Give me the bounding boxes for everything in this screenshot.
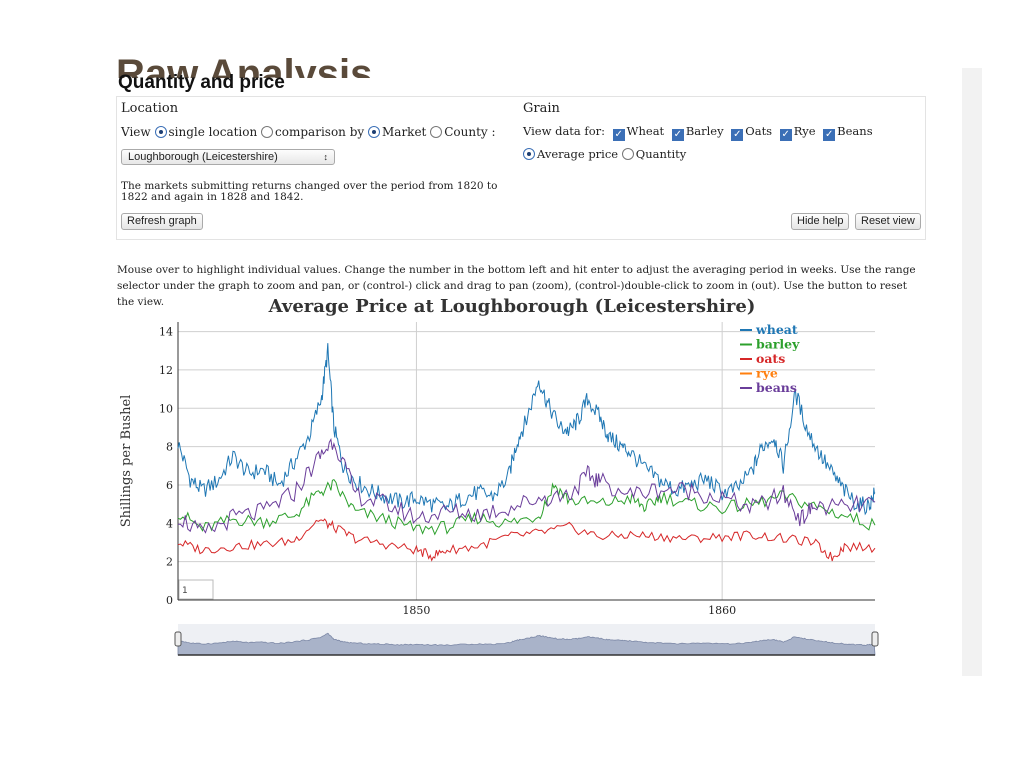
view-data-label: View data for: xyxy=(523,124,605,138)
series-line-oats xyxy=(177,518,876,562)
select-arrows-icon: ↕ xyxy=(323,152,329,162)
reset-view-button[interactable]: Reset view xyxy=(855,213,921,230)
chart-title: Average Price at Loughborough (Leicester… xyxy=(268,296,756,317)
y-axis-label: Shillings per Bushel xyxy=(119,395,134,528)
page-title: Quantity and price xyxy=(118,72,285,93)
quantity-label: Quantity xyxy=(635,147,687,161)
view-mode-row: View single location comparison by Marke… xyxy=(121,125,496,139)
y-tick-label: 8 xyxy=(166,441,173,454)
range-handle-left[interactable] xyxy=(174,631,182,647)
series-line-wheat xyxy=(177,343,876,516)
rye-checkbox-label: Rye xyxy=(793,124,816,138)
comparison-label: comparison by xyxy=(275,125,365,139)
roll-period-value: 1 xyxy=(182,586,188,596)
legend-label-oats: oats xyxy=(756,351,785,366)
beans-checkbox-label: Beans xyxy=(837,124,873,138)
series-line-barley xyxy=(177,478,876,536)
wheat-checkbox[interactable]: ✓ xyxy=(612,129,625,141)
x-tick-label: 1850 xyxy=(402,604,430,617)
y-tick-label: 2 xyxy=(166,556,173,569)
single-location-radio[interactable] xyxy=(154,126,167,138)
market-radio[interactable] xyxy=(368,126,380,138)
rye-checkbox[interactable]: ✓ xyxy=(779,129,792,141)
series-line-beans xyxy=(178,437,876,534)
y-tick-label: 6 xyxy=(166,479,173,492)
market-select-value: Loughborough (Leicestershire) xyxy=(128,151,278,163)
refresh-graph-button[interactable]: Refresh graph xyxy=(121,213,203,230)
barley-checkbox-label: Barley xyxy=(685,124,724,138)
markets-note: The markets submitting returns changed o… xyxy=(121,180,498,203)
y-tick-label: 14 xyxy=(159,326,173,339)
market-label: Market xyxy=(382,125,427,139)
location-heading: Location xyxy=(121,101,179,116)
legend-label-wheat: wheat xyxy=(755,322,798,337)
oats-checkbox-label: Oats xyxy=(745,124,773,138)
county-radio[interactable] xyxy=(430,126,443,138)
overlapped-heading: Raw Analysis xyxy=(116,56,373,78)
roll-period-input[interactable] xyxy=(178,579,214,600)
range-handle-right[interactable] xyxy=(871,631,879,647)
y-tick-label: 4 xyxy=(166,517,173,530)
measure-row: Average price Quantity xyxy=(523,147,686,161)
barley-checkbox[interactable]: ✓ xyxy=(671,129,684,141)
comparison-radio[interactable] xyxy=(261,126,274,138)
market-select[interactable]: Loughborough (Leicestershire) ↕ xyxy=(121,149,335,165)
y-tick-label: 12 xyxy=(159,364,173,377)
beans-checkbox[interactable]: ✓ xyxy=(823,129,836,141)
hide-help-button[interactable]: Hide help xyxy=(791,213,850,230)
view-label: View xyxy=(121,125,151,139)
legend-label-rye: rye xyxy=(756,366,778,381)
y-tick-label: 10 xyxy=(159,402,173,415)
quantity-radio[interactable] xyxy=(621,148,634,160)
oats-checkbox[interactable]: ✓ xyxy=(731,129,744,141)
help-text: Mouse over to highlight individual value… xyxy=(117,264,916,308)
average-price-radio[interactable] xyxy=(523,148,535,160)
y-tick-label: 0 xyxy=(166,594,173,607)
single-location-label: single location xyxy=(168,125,258,139)
wheat-checkbox-label: Wheat xyxy=(626,124,665,138)
county-label: County : xyxy=(444,125,496,139)
range-selector-minichart xyxy=(177,632,876,656)
legend-label-barley: barley xyxy=(756,337,800,352)
legend-label-beans: beans xyxy=(756,380,797,395)
average-price-label: Average price xyxy=(537,147,619,161)
grain-checkbox-row: View data for: ✓ Wheat ✓ Barley ✓ Oats ✓ Rye… xyxy=(523,124,873,141)
right-scrollbar-panel xyxy=(962,68,982,676)
x-tick-label: 1860 xyxy=(708,604,736,617)
grain-heading: Grain xyxy=(523,101,560,116)
controls-panel: Location View single location comparison… xyxy=(116,96,926,240)
